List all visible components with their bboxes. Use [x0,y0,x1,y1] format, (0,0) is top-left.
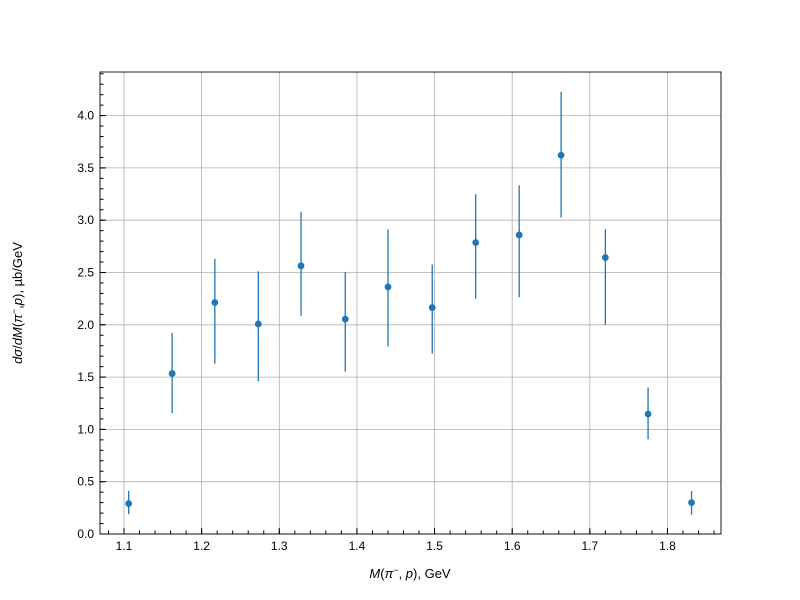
svg-text:1.8: 1.8 [659,539,676,553]
svg-text:1.2: 1.2 [193,539,210,553]
svg-text:1.5: 1.5 [77,370,94,384]
svg-text:3.0: 3.0 [77,213,94,227]
svg-text:1.6: 1.6 [504,539,521,553]
svg-text:M(π−, p), GeV: M(π−, p), GeV [369,565,451,581]
svg-text:0.0: 0.0 [77,527,94,541]
svg-text:1.3: 1.3 [271,539,288,553]
svg-text:2.0: 2.0 [77,318,94,332]
svg-text:4.0: 4.0 [77,109,94,123]
svg-text:3.5: 3.5 [77,161,94,175]
svg-text:dσ/dM(π−,p), µb/GeV: dσ/dM(π−,p), µb/GeV [9,242,25,364]
svg-text:1.4: 1.4 [349,539,366,553]
svg-text:0.5: 0.5 [77,475,94,489]
svg-text:2.5: 2.5 [77,266,94,280]
svg-text:1.5: 1.5 [426,539,443,553]
svg-text:1.0: 1.0 [77,422,94,436]
svg-text:1.1: 1.1 [116,539,133,553]
svg-text:1.7: 1.7 [581,539,598,553]
